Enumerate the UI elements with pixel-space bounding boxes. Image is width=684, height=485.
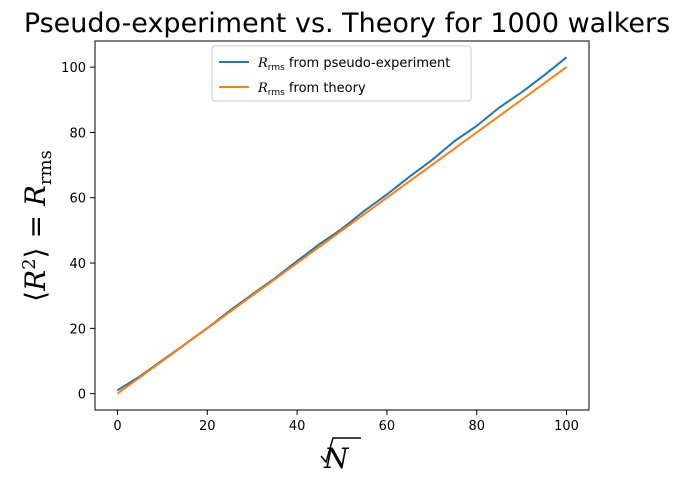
legend-label: Rrms from pseudo-experiment [257, 56, 450, 73]
x-tick-label: 20 [199, 419, 216, 434]
x-tick-label: 100 [554, 419, 579, 434]
y-tick-label: 40 [69, 257, 86, 272]
x-axis-label: N [320, 437, 361, 475]
x-tick-label: 60 [379, 419, 396, 434]
chart-title: Pseudo-experiment vs. Theory for 1000 wa… [24, 8, 670, 39]
series-layer [116, 56, 568, 395]
legend-item: Rrms from pseudo-experiment [219, 56, 450, 73]
plot-frame [94, 40, 590, 411]
svg-text:⟨R2⟩ = Rrms: ⟨R2⟩ = Rrms [19, 150, 56, 302]
y-tick-label: 20 [69, 322, 86, 337]
legend-box [211, 45, 472, 102]
y-tick-label: 80 [69, 126, 86, 141]
y-axis-label: ⟨R2⟩ = Rrms [19, 150, 56, 302]
y-tick-label: 0 [78, 388, 86, 403]
x-tick-label: 0 [113, 419, 121, 434]
legend-item: Rrms from theory [219, 81, 366, 98]
legend: Rrms from pseudo-experiment Rrms from the… [211, 45, 472, 102]
plot-area: 0 20 40 60 80 100 0 20 40 60 80 100 [61, 40, 590, 434]
y-axis-ticks: 0 20 40 60 80 100 [61, 61, 95, 403]
y-tick-label: 100 [61, 61, 86, 76]
series-line-2 [116, 66, 568, 395]
legend-label: Rrms from theory [257, 81, 366, 98]
x-axis-ticks: 0 20 40 60 80 100 [113, 410, 579, 434]
x-tick-label: 80 [468, 419, 485, 434]
y-tick-label: 60 [69, 192, 86, 207]
x-axis-label-radical [320, 437, 361, 464]
series-line-1 [116, 56, 568, 392]
x-tick-label: 40 [289, 419, 306, 434]
